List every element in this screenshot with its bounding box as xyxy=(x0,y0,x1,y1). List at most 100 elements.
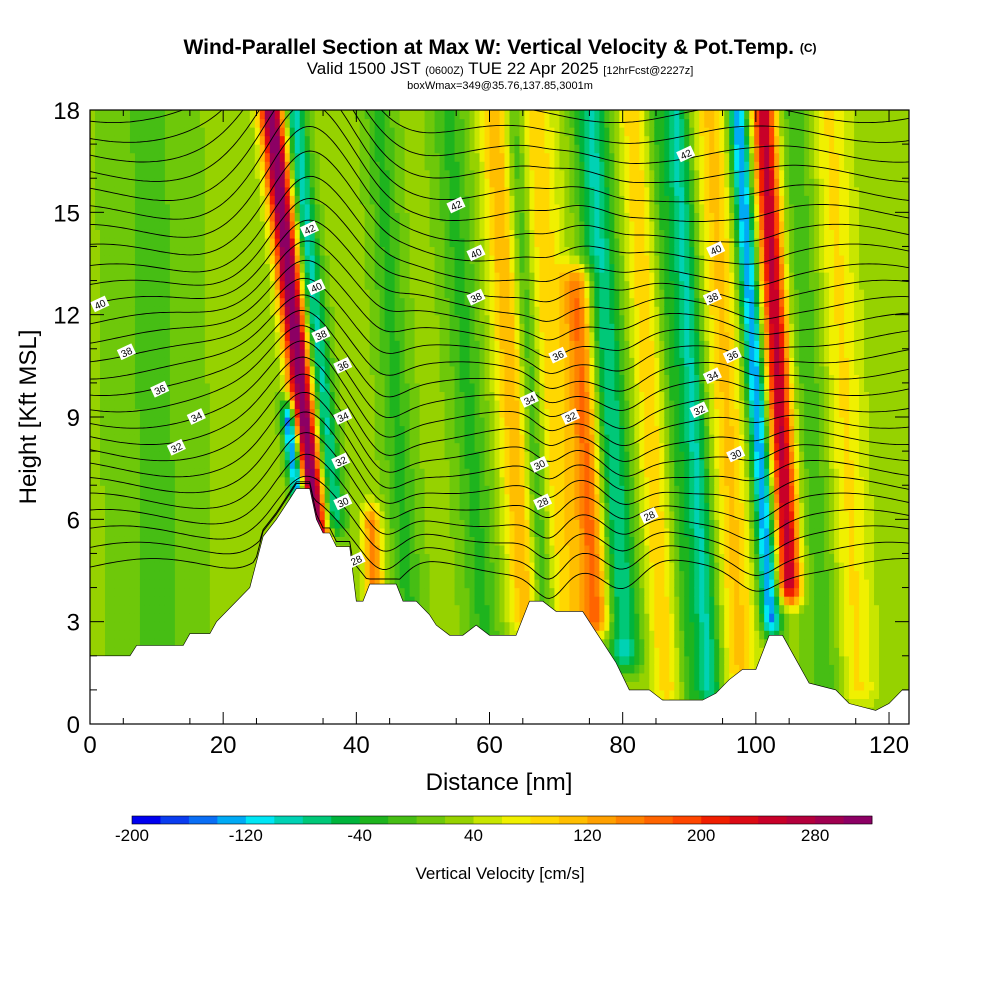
velocity-cell xyxy=(354,459,361,469)
velocity-cell xyxy=(239,570,246,580)
velocity-cell xyxy=(304,451,311,461)
velocity-cell xyxy=(169,340,176,350)
velocity-cell xyxy=(169,272,176,282)
velocity-cell xyxy=(154,459,161,469)
velocity-cell xyxy=(144,306,151,316)
velocity-cell xyxy=(359,561,366,572)
velocity-cell xyxy=(354,374,361,384)
velocity-cell xyxy=(204,314,211,324)
velocity-cell xyxy=(339,306,346,316)
velocity-cell xyxy=(109,280,116,290)
velocity-cell xyxy=(339,399,346,410)
velocity-cell xyxy=(194,425,201,435)
velocity-cell xyxy=(369,451,376,461)
velocity-cell xyxy=(139,203,146,213)
velocity-cell xyxy=(419,408,426,418)
velocity-cell xyxy=(149,220,156,230)
velocity-cell xyxy=(119,229,126,239)
velocity-cell xyxy=(209,297,216,307)
velocity-cell xyxy=(99,434,106,444)
velocity-cell xyxy=(429,229,436,239)
velocity-cell xyxy=(179,365,186,375)
velocity-cell xyxy=(174,476,181,486)
velocity-cell xyxy=(159,220,166,230)
velocity-cell xyxy=(414,348,421,358)
velocity-cell xyxy=(209,323,216,333)
velocity-cell xyxy=(124,254,131,265)
velocity-cell xyxy=(399,246,406,256)
velocity-cell xyxy=(339,135,346,145)
velocity-cell xyxy=(179,178,186,188)
velocity-cell xyxy=(379,314,386,324)
velocity-cell xyxy=(194,519,201,529)
velocity-cell xyxy=(164,621,171,631)
velocity-cell xyxy=(414,451,421,461)
velocity-cell xyxy=(409,314,416,324)
velocity-cell xyxy=(389,254,396,265)
velocity-cell xyxy=(169,323,176,333)
velocity-cell xyxy=(299,374,306,384)
velocity-cell xyxy=(299,382,306,393)
velocity-cell xyxy=(249,237,256,248)
velocity-cell xyxy=(304,127,311,137)
velocity-cell xyxy=(399,178,406,188)
velocity-cell xyxy=(279,476,286,486)
velocity-cell xyxy=(129,638,136,648)
velocity-cell xyxy=(234,323,241,333)
velocity-cell xyxy=(244,135,251,145)
velocity-cell xyxy=(394,425,401,435)
velocity-cell xyxy=(90,493,96,503)
velocity-cell xyxy=(324,254,331,265)
velocity-cell xyxy=(264,434,271,444)
velocity-cell xyxy=(424,229,431,239)
velocity-cell xyxy=(149,314,156,324)
velocity-cell xyxy=(129,237,136,248)
velocity-cell xyxy=(404,237,411,248)
velocity-cell xyxy=(129,118,136,128)
velocity-cell xyxy=(90,152,96,162)
velocity-cell xyxy=(249,297,256,307)
velocity-cell xyxy=(99,425,106,435)
velocity-cell xyxy=(134,544,141,555)
velocity-cell xyxy=(129,579,136,589)
velocity-cell xyxy=(384,502,391,512)
velocity-cell xyxy=(204,527,211,537)
velocity-cell xyxy=(244,152,251,162)
velocity-cell xyxy=(124,442,131,452)
velocity-cell xyxy=(149,519,156,529)
velocity-cell xyxy=(169,382,176,393)
velocity-cell xyxy=(154,596,161,606)
velocity-cell xyxy=(144,579,151,589)
velocity-cell xyxy=(229,152,236,162)
velocity-cell xyxy=(364,272,371,282)
velocity-cell xyxy=(369,297,376,307)
velocity-cell xyxy=(364,127,371,137)
velocity-cell xyxy=(214,272,221,282)
velocity-cell xyxy=(289,203,296,213)
velocity-cell xyxy=(234,212,241,222)
velocity-cell xyxy=(284,289,291,299)
velocity-cell xyxy=(434,570,441,580)
velocity-cell xyxy=(134,280,141,290)
velocity-cell xyxy=(194,314,201,324)
velocity-cell xyxy=(284,357,291,367)
velocity-cell xyxy=(90,425,96,435)
velocity-cell xyxy=(134,502,141,512)
velocity-cell xyxy=(174,144,181,154)
velocity-cell xyxy=(349,468,356,478)
velocity-cell xyxy=(424,297,431,307)
velocity-cell xyxy=(319,169,326,179)
velocity-cell xyxy=(114,195,121,205)
velocity-cell xyxy=(389,536,396,546)
velocity-cell xyxy=(304,425,311,435)
velocity-cell xyxy=(214,314,221,324)
velocity-cell xyxy=(389,246,396,256)
velocity-cell xyxy=(429,195,436,205)
velocity-cell xyxy=(179,203,186,213)
velocity-cell xyxy=(299,203,306,213)
velocity-cell xyxy=(124,323,131,333)
velocity-cell xyxy=(149,442,156,452)
velocity-cell xyxy=(139,340,146,350)
velocity-cell xyxy=(259,510,266,520)
velocity-cell xyxy=(394,237,401,248)
